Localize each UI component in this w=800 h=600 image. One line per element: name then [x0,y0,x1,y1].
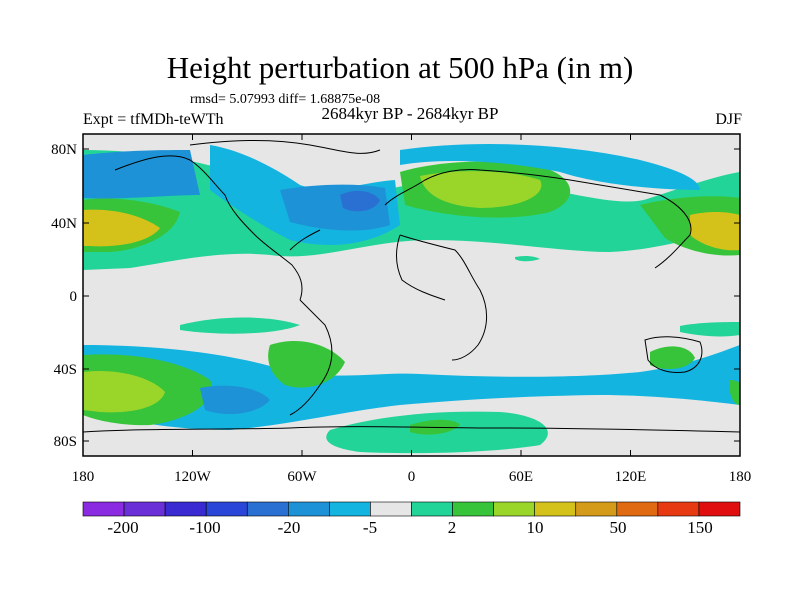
stats-text: rmsd= 5.07993 diff= 1.68875e-08 [190,92,381,107]
contour-field [83,134,740,456]
colorbar-swatch [493,501,535,517]
lat-label: 0 [70,289,78,305]
colorbar-swatch [164,501,207,517]
lon-label: 120W [174,469,212,485]
orange-pacific-west [83,209,160,247]
coast-eurasia [384,169,692,269]
colorbar-swatch [288,501,330,517]
colorbar-swatch [82,501,125,517]
lat-label: 40S [54,362,77,378]
colorbar-swatch [452,501,494,517]
colorbar-label: -100 [189,518,220,537]
colorbar-swatch [370,501,412,517]
colorbar-swatch [575,501,618,517]
period-label: 2684kyr BP - 2684kyr BP [321,104,499,123]
coastlines [83,139,740,433]
coast-arctic-canada [189,139,381,154]
coast-east-us [289,229,321,251]
lon-label: 120E [615,469,647,485]
coast-north-america [114,155,303,301]
lon-label: 180 [72,469,95,485]
green-australia [650,346,695,370]
coast-south-america [289,299,333,416]
lon-label: 60W [287,469,317,485]
lon-label: 180 [729,469,752,485]
colorbar-swatch [616,501,659,517]
colorbar-swatch [329,501,371,517]
lon-axis: 180 120W 60W 0 60E 120E 180 [72,134,752,485]
colorbar-swatch [123,501,166,517]
colorbar-label: -20 [278,518,301,537]
colorbar-swatch [205,501,248,517]
yellowgreen-south-pacific [83,370,165,413]
lat-label: 40N [51,216,77,232]
colorbar-swatch [534,501,577,517]
orange-pacific-east [690,211,740,251]
colorbar-swatch [246,501,289,517]
experiment-label: Expt = tfMDh-teWTh [83,111,224,128]
green-patch-equator-west [180,317,300,334]
green-patch-west-pacific [680,322,740,337]
season-label: DJF [715,111,742,128]
blue-pacific-north [83,150,200,199]
map-title: Height perturbation at 500 hPa (in m) [166,50,634,85]
deep-blue-atlantic [340,190,380,212]
colorbar-label: 2 [448,518,457,537]
colorbar: -200 -100 -20 -5 2 10 50 150 [82,501,741,537]
colorbar-label: -5 [363,518,377,537]
colorbar-swatch [657,501,700,517]
coast-australia [644,336,703,373]
green-edge-south [730,380,740,405]
colorbar-label: -200 [107,518,138,537]
colorbar-label: 10 [527,518,544,537]
colorbar-label: 50 [610,518,627,537]
green-patch-africa [515,255,540,262]
lat-label: 80S [54,434,77,450]
lon-label: 60E [509,469,533,485]
colorbar-swatch [698,501,741,517]
blue-south-pacific [200,385,270,415]
coast-antarctica [83,426,740,433]
lon-label: 0 [408,469,416,485]
colorbar-swatch [411,501,453,517]
lat-label: 80N [51,142,77,158]
colorbar-label: 150 [687,518,713,537]
yellowgreen-europe [420,171,542,208]
coast-west-africa [396,234,446,301]
coast-africa [399,234,487,361]
lat-axis: 80N 40N 0 40S 80S [51,142,740,450]
cyan-arctic [400,144,700,190]
